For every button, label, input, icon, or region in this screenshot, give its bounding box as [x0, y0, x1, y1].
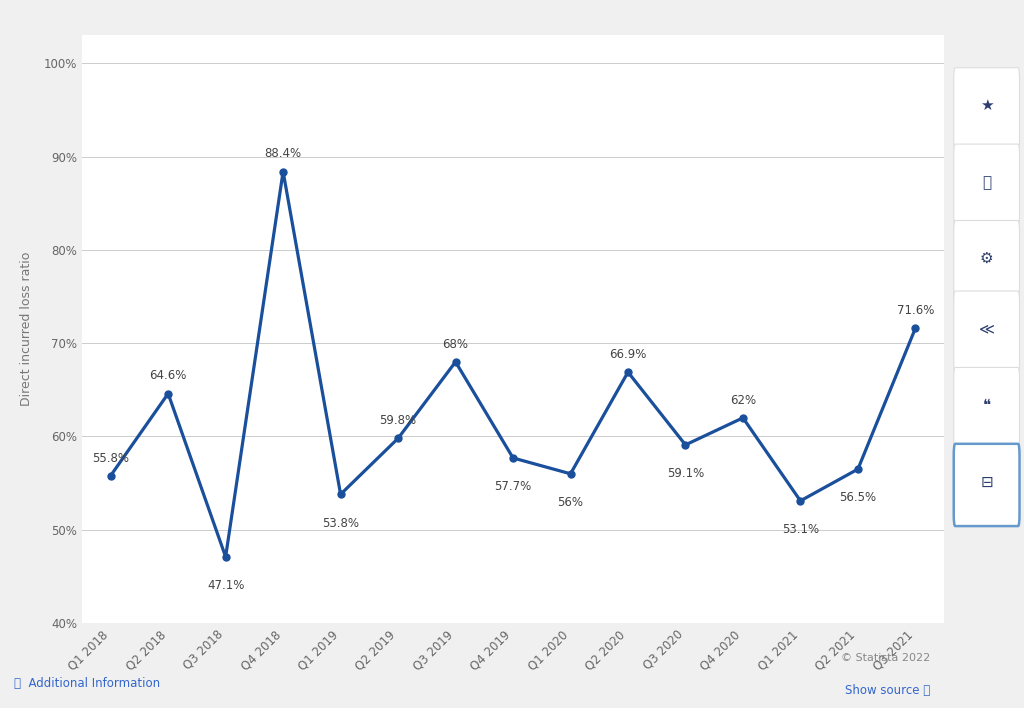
Text: 57.7%: 57.7%: [495, 480, 531, 493]
Text: 71.6%: 71.6%: [897, 304, 934, 317]
Text: 53.8%: 53.8%: [323, 517, 359, 530]
Text: ❝: ❝: [982, 398, 991, 413]
Text: 🔔: 🔔: [982, 175, 991, 190]
FancyBboxPatch shape: [953, 144, 1020, 227]
Text: ⊟: ⊟: [980, 474, 993, 489]
Text: Show source ⓘ: Show source ⓘ: [845, 684, 930, 697]
FancyBboxPatch shape: [953, 291, 1020, 373]
Y-axis label: Direct incurred loss ratio: Direct incurred loss ratio: [19, 252, 33, 406]
Text: ⓘ  Additional Information: ⓘ Additional Information: [14, 677, 161, 690]
Text: 62%: 62%: [730, 394, 756, 406]
FancyBboxPatch shape: [953, 220, 1020, 303]
Text: 47.1%: 47.1%: [207, 579, 245, 592]
Text: ⚙: ⚙: [980, 251, 993, 266]
Text: 56%: 56%: [557, 496, 584, 509]
Text: 88.4%: 88.4%: [264, 147, 302, 161]
Text: 53.1%: 53.1%: [782, 523, 819, 536]
Text: © Statista 2022: © Statista 2022: [841, 653, 930, 663]
Text: ≪: ≪: [979, 321, 994, 337]
Text: 55.8%: 55.8%: [92, 452, 129, 464]
Text: 66.9%: 66.9%: [609, 348, 647, 361]
FancyBboxPatch shape: [953, 367, 1020, 450]
Text: ★: ★: [980, 98, 993, 113]
Text: 68%: 68%: [442, 338, 469, 350]
Text: 59.8%: 59.8%: [380, 414, 417, 427]
FancyBboxPatch shape: [953, 444, 1020, 526]
Text: 64.6%: 64.6%: [150, 370, 186, 382]
Text: 56.5%: 56.5%: [840, 491, 877, 504]
FancyBboxPatch shape: [953, 68, 1020, 150]
Text: 59.1%: 59.1%: [667, 467, 705, 480]
